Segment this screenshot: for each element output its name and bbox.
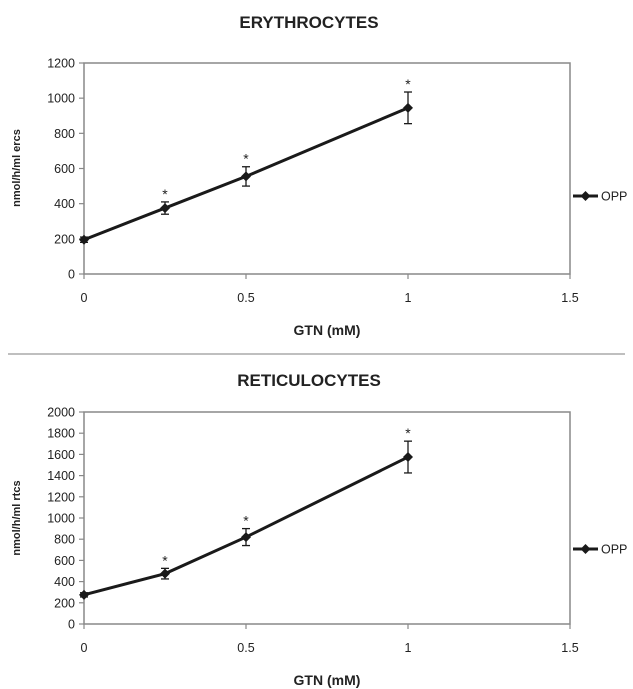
y-tick-label: 1800 [47,427,75,441]
chart-title: ERYTHROCYTES [239,13,378,32]
legend: OPP [573,543,627,557]
y-tick-label: 1200 [47,57,75,71]
y-ticks: 0 200 400 600 800 1000 1200 [47,57,84,282]
x-tick-label: 0 [81,641,88,655]
series-line [83,106,409,242]
chart-reticulocytes: RETICULOCYTES 0 200 400 600 800 1000 1200 1400 1… [11,371,627,688]
series-markers [79,102,413,245]
significance-star: * [243,513,249,529]
y-tick-label: 600 [54,162,75,176]
data-point [79,234,89,245]
series-line [83,455,409,597]
y-tick-label: 1600 [47,448,75,462]
legend-marker [580,191,591,201]
y-tick-label: 0 [68,268,75,282]
x-tick-label: 1.5 [561,641,578,655]
data-point [403,452,413,463]
data-point [241,171,251,182]
x-ticks: 0 0.5 1 1.5 [81,274,579,305]
series-errorbars [80,91,412,244]
chart-title: RETICULOCYTES [237,371,381,390]
y-axis-label: nmol/h/ml rtcs [11,480,23,555]
y-axis-label: nmol/h/ml ercs [11,129,23,207]
x-tick-label: 1 [405,291,412,305]
y-tick-label: 1200 [47,490,75,504]
y-tick-label: 200 [54,596,75,610]
plot-frame [83,62,571,275]
significance-marks: * * * [162,425,411,568]
plot-frame [83,411,571,625]
x-axis-label: GTN (mM) [294,322,361,338]
y-ticks: 0 200 400 600 800 1000 1200 1400 1600 1800 2000 [47,406,84,632]
data-point [403,102,413,113]
y-tick-label: 1000 [47,512,75,526]
x-tick-label: 1 [405,641,412,655]
significance-star: * [243,151,249,167]
significance-star: * [162,552,168,568]
data-point [79,589,89,600]
legend-marker [580,544,591,554]
y-tick-label: 400 [54,197,75,211]
chart-erythrocytes: ERYTHROCYTES 0 200 400 600 800 1000 1200 0 0.5 1… [11,13,627,338]
x-tick-label: 0.5 [237,291,254,305]
legend-label: OPP [601,543,627,557]
data-point [160,203,170,214]
significance-star: * [405,76,411,92]
x-axis-label: GTN (mM) [294,672,361,688]
y-tick-label: 2000 [47,406,75,420]
legend-label: OPP [601,190,627,204]
x-tick-label: 0.5 [237,641,254,655]
series-markers [79,452,413,600]
data-point [160,568,170,579]
y-tick-label: 800 [54,533,75,547]
x-tick-label: 0 [81,291,88,305]
significance-star: * [162,186,168,202]
y-tick-label: 1000 [47,92,75,106]
x-tick-label: 1.5 [561,291,578,305]
legend: OPP [573,190,627,204]
y-tick-label: 0 [68,618,75,632]
significance-star: * [405,425,411,441]
y-tick-label: 400 [54,575,75,589]
y-tick-label: 1400 [47,469,75,483]
data-point [241,532,251,543]
y-tick-label: 200 [54,232,75,246]
y-tick-label: 600 [54,554,75,568]
significance-marks: * * * [162,76,411,202]
y-tick-label: 800 [54,127,75,141]
x-ticks: 0 0.5 1 1.5 [81,624,579,655]
